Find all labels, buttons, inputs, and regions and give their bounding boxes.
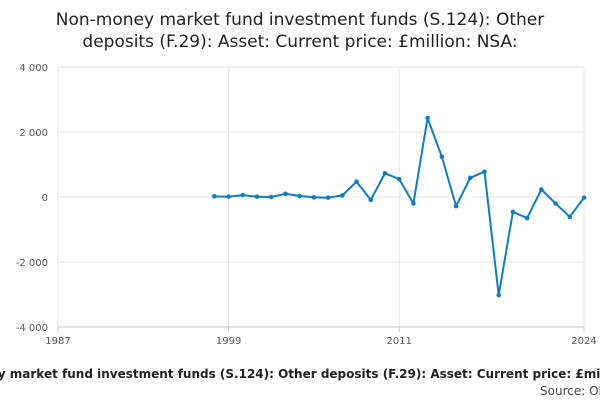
data-point[interactable] <box>354 179 359 185</box>
data-point[interactable] <box>268 194 274 200</box>
source-label: Source: ONS <box>540 384 600 398</box>
data-point[interactable] <box>283 191 288 197</box>
data-point[interactable] <box>439 154 445 159</box>
data-point[interactable] <box>226 194 231 199</box>
data-point[interactable] <box>297 193 302 199</box>
y-axis: 4 000 2 000 0 -2 000 -4 000 <box>16 63 48 334</box>
data-point[interactable] <box>496 292 502 298</box>
data-point[interactable] <box>368 197 374 203</box>
x-tick-label: 1987 <box>45 336 70 347</box>
x-tick-label: 2011 <box>386 336 411 347</box>
x-axis: 1987 1999 2011 2024 <box>45 326 597 347</box>
data-point[interactable] <box>212 194 217 199</box>
data-point[interactable] <box>467 175 473 181</box>
data-point[interactable] <box>453 203 459 209</box>
x-tick-label: 2024 <box>571 336 596 347</box>
data-point[interactable] <box>325 195 331 200</box>
chart-title-line-2: deposits (F.29): Asset: Current price: £… <box>82 32 517 52</box>
y-tick-label: 0 <box>42 193 48 204</box>
data-point[interactable] <box>581 195 587 200</box>
data-point[interactable] <box>254 194 260 199</box>
data-point[interactable] <box>411 201 416 206</box>
data-point[interactable] <box>396 176 402 182</box>
y-tick-label: -2 000 <box>16 258 48 269</box>
legend-entry: Non-money market fund investment funds (… <box>0 367 600 381</box>
data-point[interactable] <box>553 201 558 206</box>
y-tick-label: 2 000 <box>19 128 48 139</box>
data-point[interactable] <box>382 170 388 176</box>
data-point[interactable] <box>482 169 487 174</box>
y-tick-label: 4 000 <box>19 63 48 74</box>
series-layer <box>212 115 587 298</box>
data-point[interactable] <box>240 192 246 198</box>
data-point[interactable] <box>539 187 544 192</box>
data-point[interactable] <box>311 195 317 200</box>
chart-title-line-1: Non-money market fund investment funds (… <box>56 10 544 30</box>
data-point[interactable] <box>567 214 573 220</box>
data-point[interactable] <box>425 115 430 121</box>
data-point[interactable] <box>510 209 516 215</box>
y-tick-label: -4 000 <box>16 323 48 334</box>
x-tick-label: 1999 <box>216 336 241 347</box>
data-point[interactable] <box>524 215 530 221</box>
data-point[interactable] <box>340 193 345 198</box>
